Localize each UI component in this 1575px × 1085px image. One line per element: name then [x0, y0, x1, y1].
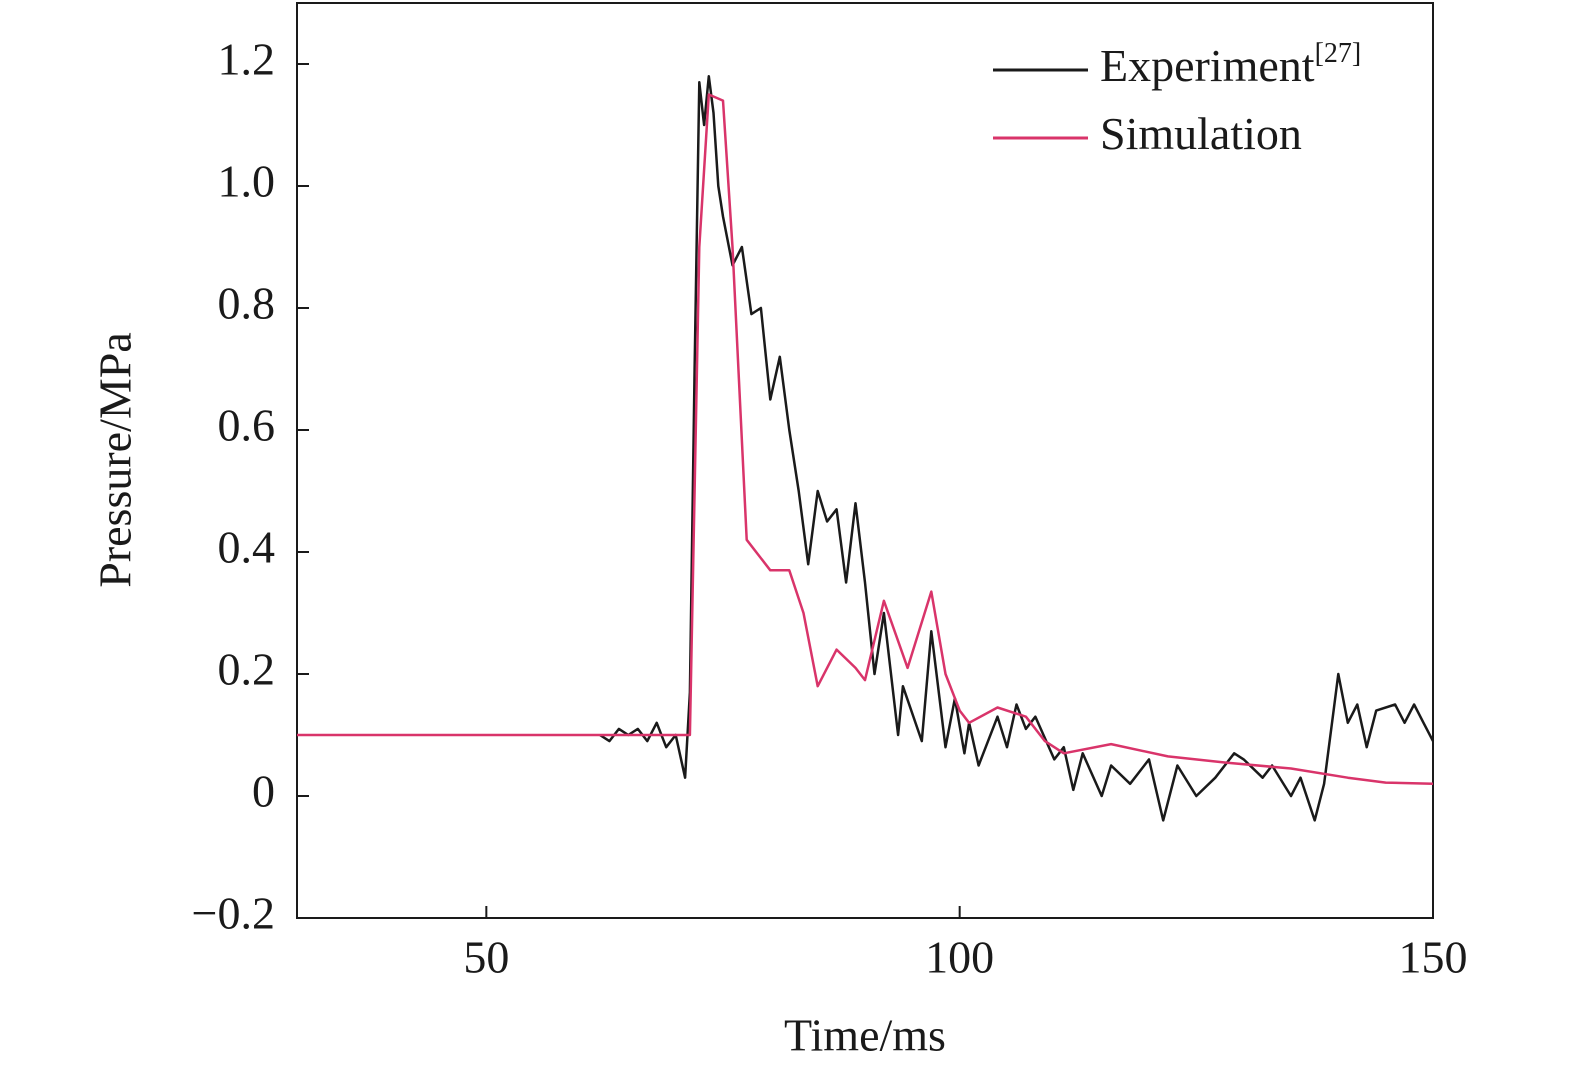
legend-label: Experiment[27] — [1100, 38, 1361, 90]
y-tick-label: 0.6 — [218, 400, 276, 451]
y-tick-label: 0.2 — [218, 644, 276, 695]
x-tick-label: 100 — [925, 932, 994, 983]
y-tick-label: −0.2 — [192, 888, 275, 939]
x-tick-label: 150 — [1399, 932, 1468, 983]
y-tick-label: 1.0 — [218, 156, 276, 207]
x-axis-label: Time/ms — [784, 1010, 946, 1061]
y-tick-label: 0 — [252, 766, 275, 817]
series-line — [297, 93, 1434, 786]
y-tick-label: 0.4 — [218, 522, 276, 573]
plot-frame — [296, 2, 1434, 919]
y-tick-label: 1.2 — [218, 34, 276, 85]
y-axis-label: Pressure/MPa — [90, 332, 141, 588]
series-line — [599, 74, 1435, 822]
legend-name: Experiment — [1100, 40, 1315, 91]
legend-citation: [27] — [1315, 38, 1362, 69]
legend-label: Simulation — [1100, 108, 1302, 159]
y-tick-label: 0.8 — [218, 278, 276, 329]
x-tick-label: 50 — [463, 932, 509, 983]
legend-name: Simulation — [1100, 108, 1302, 159]
